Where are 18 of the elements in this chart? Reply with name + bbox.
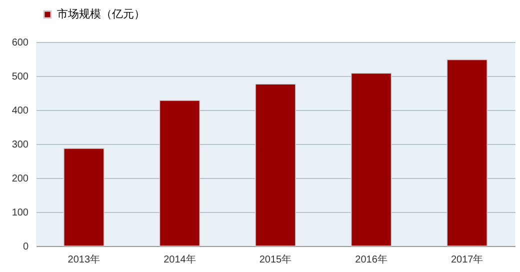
bar (446, 59, 488, 246)
y-tick-label: 400 (12, 106, 29, 116)
y-tick-label: 500 (12, 72, 29, 82)
bar (255, 84, 296, 246)
legend-label: 市场规模（亿元） (57, 8, 145, 20)
bar (64, 148, 104, 246)
y-tick-label: 0 (22, 242, 29, 252)
x-tick-label: 2014年 (164, 254, 196, 266)
bar (159, 100, 200, 246)
x-tick-label: 2016年 (355, 254, 388, 266)
x-tick-label: 2017年 (450, 254, 484, 266)
x-tick-label: 2015年 (259, 254, 292, 266)
y-tick-label: 300 (12, 140, 29, 150)
y-tick-label: 200 (12, 174, 29, 184)
bar (350, 72, 392, 246)
y-tick-label: 600 (12, 38, 29, 48)
y-tick-label: 100 (12, 208, 29, 218)
x-tick-label: 2013年 (68, 254, 100, 266)
